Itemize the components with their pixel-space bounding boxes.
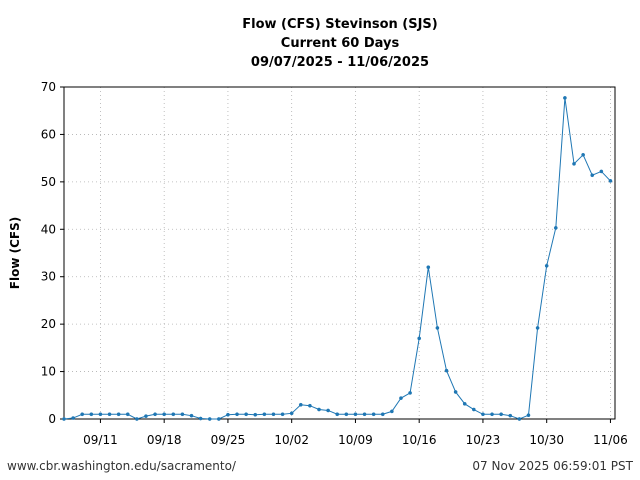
data-point [125,412,130,417]
data-point [462,401,467,406]
data-point [289,411,294,416]
data-point [471,407,476,412]
data-point [207,417,212,421]
footer-url[interactable]: www.cbr.washington.edu/sacramento/ [7,459,236,473]
x-tick-label: 11/06 [593,433,628,447]
data-point [326,408,330,413]
data-point [189,413,194,418]
y-tick-label: 60 [41,127,56,141]
data-point [517,417,522,421]
data-point [380,412,385,417]
footer-timestamp: 07 Nov 2025 06:59:01 PST [472,459,633,473]
data-point [253,412,258,417]
data-point [481,412,485,417]
y-tick-label: 0 [48,412,56,426]
data-point [444,368,449,373]
x-tick-label: 09/11 [83,433,118,447]
data-point [226,412,230,417]
chart-title: Flow (CFS) Stevinson (SJS) Current 60 Da… [242,17,437,70]
data-point [153,412,157,417]
data-point [563,96,567,100]
data-point [526,413,531,418]
data-point [344,412,349,417]
data-point [408,391,412,395]
data-point [399,396,403,400]
data-point [572,161,576,166]
data-point [417,336,422,341]
data-point [71,416,75,420]
x-tick-label: 10/30 [529,433,564,447]
data-point [426,265,431,270]
data-point [262,412,267,417]
data-point [89,412,94,417]
y-tick-label: 30 [41,270,56,284]
data-point [590,173,595,178]
data-point [308,403,312,408]
grid [64,87,615,419]
x-tick-label: 10/02 [274,433,309,447]
data-point [453,390,458,394]
data-point [162,412,167,417]
x-tick-label: 09/25 [211,433,246,447]
data-point [499,412,504,417]
y-tick-label: 40 [41,222,56,236]
data-point [508,413,513,418]
y-tick-label: 50 [41,175,56,189]
y-tick-label: 70 [41,80,56,94]
data-point [335,412,340,417]
data-point [390,409,394,414]
data-point [107,412,112,417]
data-point [535,326,540,330]
data-point [317,407,321,412]
data-point [271,412,276,417]
x-tick-label: 10/23 [466,433,501,447]
x-tick-label: 10/16 [402,433,437,447]
y-tick-label: 10 [41,365,56,379]
data-point [581,152,585,157]
data-point [116,412,121,417]
data-point [144,414,148,419]
y-axis-label: Flow (CFS) [8,217,22,289]
data-point [198,416,203,421]
data-point [171,412,176,417]
chart-title-line-1: Flow (CFS) Stevinson (SJS) [242,17,437,32]
data-point [353,412,358,417]
data-point [435,326,440,330]
data-point [280,412,285,417]
y-axis: 0 10 20 30 40 50 60 70 [41,80,64,426]
data-point [298,402,303,407]
series-line [63,97,611,420]
plot-frame [63,86,616,420]
data-point [371,412,376,417]
x-tick-label: 09/18 [147,433,182,447]
chart-title-line-2: Current 60 Days [281,36,400,51]
data-point [98,412,103,417]
data-point [135,417,139,421]
x-tick-label: 10/09 [338,433,373,447]
y-tick-label: 20 [41,317,56,331]
chart-title-line-3: 09/07/2025 - 11/06/2025 [251,55,429,70]
data-point [490,412,494,417]
data-point [180,412,185,417]
x-axis: 09/11 09/18 09/25 10/02 10/09 10/16 10/23 10/30… [83,419,628,447]
data-point [553,226,558,230]
data-point [544,263,549,268]
data-point [235,412,239,417]
flow-series [62,96,613,421]
data-point [216,417,221,421]
data-point [244,412,248,417]
data-point [599,169,604,174]
data-point [608,179,613,183]
data-point [80,412,85,417]
data-point [62,417,66,421]
data-point [362,412,367,417]
